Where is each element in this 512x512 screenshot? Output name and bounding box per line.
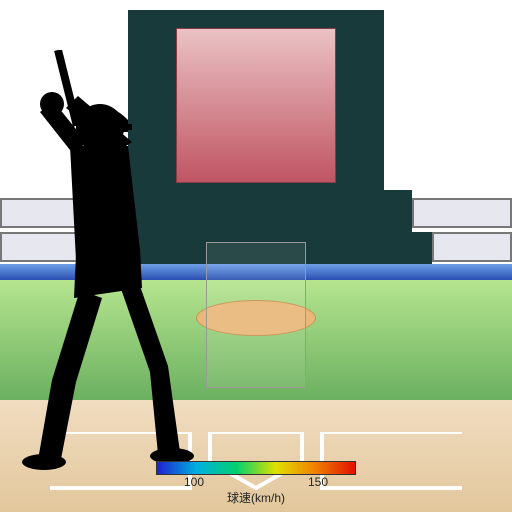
- speed-ticks: 100 150: [156, 475, 356, 489]
- speed-legend: 100 150 球速(km/h): [156, 461, 356, 506]
- pitch-chart-stage: 100 150 球速(km/h): [0, 0, 512, 512]
- batter-silhouette: [0, 50, 200, 470]
- strike-zone-box: [206, 242, 306, 388]
- scoreboard-screen: [176, 28, 336, 183]
- speed-tick-100: 100: [184, 475, 204, 489]
- stands-right-lower: [432, 232, 512, 262]
- speed-axis-label: 球速(km/h): [156, 489, 356, 506]
- speed-colorbar: [156, 461, 356, 475]
- stands-right-upper: [412, 198, 512, 228]
- speed-tick-150: 150: [308, 475, 328, 489]
